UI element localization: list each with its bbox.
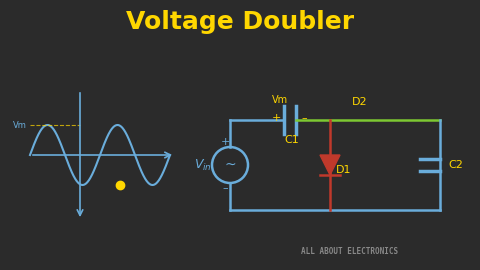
Text: C1: C1: [285, 135, 300, 145]
Text: D2: D2: [352, 97, 368, 107]
Text: ~: ~: [224, 158, 236, 172]
Text: Vm: Vm: [13, 120, 27, 130]
Text: $V_{in}$: $V_{in}$: [194, 157, 212, 173]
Text: Vm: Vm: [272, 95, 288, 105]
Text: ALL ABOUT ELECTRONICS: ALL ABOUT ELECTRONICS: [301, 248, 398, 256]
Text: C2: C2: [449, 160, 463, 170]
Text: +: +: [220, 137, 230, 147]
Polygon shape: [320, 155, 340, 175]
Text: –: –: [222, 183, 228, 193]
Text: +: +: [271, 113, 281, 123]
Text: –: –: [301, 113, 307, 123]
Text: D1: D1: [336, 165, 352, 175]
Text: Voltage Doubler: Voltage Doubler: [126, 10, 354, 34]
